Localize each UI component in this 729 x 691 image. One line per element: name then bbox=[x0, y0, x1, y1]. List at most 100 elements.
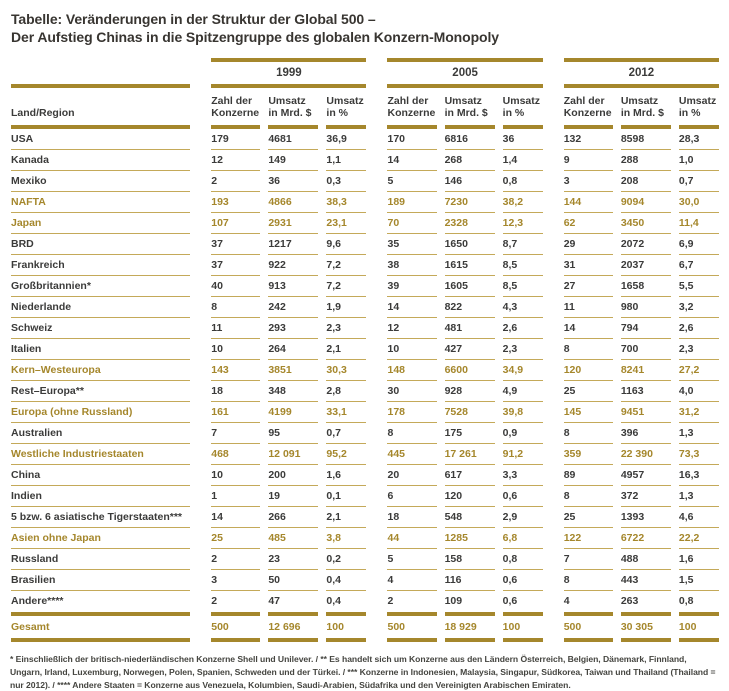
value: 264 bbox=[268, 339, 319, 361]
value: 7528 bbox=[444, 402, 495, 424]
value: 2328 bbox=[444, 213, 495, 235]
table-row: Großbritannien* 40 913 7,2 39 1605 8,5 27 1658 5,… bbox=[10, 276, 719, 298]
value-cell: 0,6 bbox=[495, 570, 543, 592]
value: 6,9 bbox=[678, 234, 719, 256]
value: 0,7 bbox=[678, 171, 719, 193]
column-header-label: Zahl der Konzerne bbox=[387, 88, 437, 130]
value: 8 bbox=[563, 486, 613, 508]
value: 481 bbox=[444, 318, 495, 340]
row-label-cell: Frankreich bbox=[10, 255, 191, 277]
value: 145 bbox=[563, 402, 613, 424]
value: 36 bbox=[268, 171, 319, 193]
value-cell: 12 bbox=[190, 150, 261, 172]
value-cell: 161 bbox=[190, 402, 261, 424]
value: 36,9 bbox=[326, 129, 367, 151]
value: 2,6 bbox=[502, 318, 543, 340]
value: 6722 bbox=[620, 528, 671, 550]
value-cell: 1,9 bbox=[318, 297, 367, 319]
value-cell: 14 bbox=[366, 150, 437, 172]
value-cell: 4,9 bbox=[495, 381, 543, 403]
value-cell: 23 bbox=[260, 549, 319, 571]
value: 3 bbox=[563, 171, 613, 193]
value: 3 bbox=[211, 570, 261, 592]
value: 120 bbox=[563, 360, 613, 382]
value: 4,9 bbox=[502, 381, 543, 403]
value: 8 bbox=[211, 297, 261, 319]
value: 193 bbox=[211, 192, 261, 214]
value-cell: 1,6 bbox=[671, 549, 719, 571]
value-cell: 8241 bbox=[613, 360, 671, 382]
value: 122 bbox=[563, 528, 613, 550]
value: 1 bbox=[211, 486, 261, 508]
value-cell: 0,8 bbox=[495, 171, 543, 193]
table-row: Andere**** 2 47 0,4 2 109 0,6 4 263 0,8 bbox=[10, 591, 719, 612]
value-cell: 6,8 bbox=[495, 528, 543, 550]
value-cell: 1,5 bbox=[671, 570, 719, 592]
value-cell: 36,9 bbox=[318, 129, 367, 151]
value: 1605 bbox=[444, 276, 495, 298]
table-row: Japan 107 2931 23,1 70 2328 12,3 62 3450 11,4 bbox=[10, 213, 719, 235]
value-cell: 0,3 bbox=[318, 171, 367, 193]
row-label-cell: Gesamt bbox=[10, 612, 191, 643]
value: 488 bbox=[620, 549, 671, 571]
value: 11 bbox=[211, 318, 261, 340]
value-cell: 189 bbox=[366, 192, 437, 214]
value-cell: 485 bbox=[260, 528, 319, 550]
value: 0,2 bbox=[326, 549, 367, 571]
column-header-1999-2: Umsatz in % bbox=[318, 88, 367, 130]
value: 548 bbox=[444, 507, 495, 529]
value: 288 bbox=[620, 150, 671, 172]
value: 822 bbox=[444, 297, 495, 319]
value-cell: 443 bbox=[613, 570, 671, 592]
value: 9 bbox=[563, 150, 613, 172]
value-cell: 8 bbox=[543, 423, 613, 445]
value: 30 bbox=[387, 381, 437, 403]
value-cell: 2072 bbox=[613, 234, 671, 256]
value: 132 bbox=[563, 129, 613, 151]
value-cell: 100 bbox=[318, 612, 367, 643]
row-label: Schweiz bbox=[11, 318, 191, 340]
row-label: Frankreich bbox=[11, 255, 191, 277]
value: 7,2 bbox=[326, 255, 367, 277]
value: 120 bbox=[444, 486, 495, 508]
column-header-2012-0: Zahl der Konzerne bbox=[543, 88, 613, 130]
table-row: 5 bzw. 6 asiatische Tigerstaaten*** 14 266… bbox=[10, 507, 719, 529]
row-label: Gesamt bbox=[11, 612, 191, 643]
value-cell: 6816 bbox=[437, 129, 495, 151]
value: 5,5 bbox=[678, 276, 719, 298]
table-row: Gesamt 500 12 696 100 500 18 929 100 500 30 305 1… bbox=[10, 612, 719, 643]
value-cell: 794 bbox=[613, 318, 671, 340]
value-cell: 8 bbox=[543, 570, 613, 592]
value-cell: 0,7 bbox=[671, 171, 719, 193]
value: 2,8 bbox=[326, 381, 367, 403]
column-header-2012-1: Umsatz in Mrd. $ bbox=[613, 88, 671, 130]
value-cell: 980 bbox=[613, 297, 671, 319]
value-cell: 62 bbox=[543, 213, 613, 235]
value-cell: 288 bbox=[613, 150, 671, 172]
value-cell: 0,6 bbox=[495, 486, 543, 508]
row-label-cell: Australien bbox=[10, 423, 191, 445]
value-cell: 359 bbox=[543, 444, 613, 466]
value-cell: 10 bbox=[190, 339, 261, 361]
value: 148 bbox=[387, 360, 437, 382]
value: 2 bbox=[211, 595, 218, 608]
value-cell: 16,3 bbox=[671, 465, 719, 487]
value: 175 bbox=[444, 423, 495, 445]
value-cell: 175 bbox=[437, 423, 495, 445]
value: 0,6 bbox=[502, 570, 543, 592]
value-cell: 8,5 bbox=[495, 255, 543, 277]
row-label: Rest–Europa** bbox=[11, 381, 191, 403]
value-cell: 2 bbox=[190, 171, 261, 193]
value-cell: 38 bbox=[366, 255, 437, 277]
value-cell: 372 bbox=[613, 486, 671, 508]
value: 0,4 bbox=[326, 570, 367, 592]
value-cell: 33,1 bbox=[318, 402, 367, 424]
year-group-2005: 2005 bbox=[366, 57, 543, 88]
value: 91,2 bbox=[502, 444, 543, 466]
row-label-cell: Italien bbox=[10, 339, 191, 361]
value-cell: 0,8 bbox=[671, 591, 719, 612]
value: 427 bbox=[444, 339, 495, 361]
value: 443 bbox=[620, 570, 671, 592]
value: 170 bbox=[387, 129, 437, 151]
value: 4681 bbox=[268, 129, 319, 151]
